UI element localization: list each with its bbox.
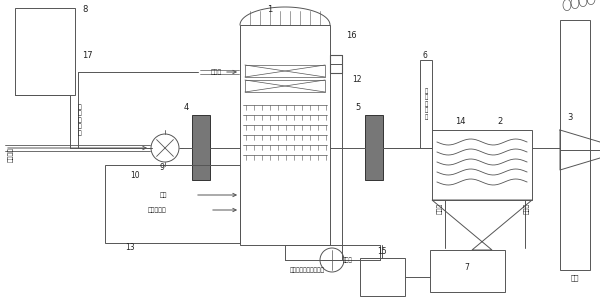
Text: 高
温
除
盐
水: 高 温 除 盐 水 [78,104,82,136]
Text: 10: 10 [130,170,140,179]
Bar [245,65,325,77]
Bar [245,80,325,92]
Text: 13: 13 [125,243,135,252]
Bar [432,130,532,200]
Text: 6: 6 [422,51,427,60]
Text: 16: 16 [346,30,356,39]
Text: 空气: 空气 [160,192,167,198]
Text: 12: 12 [352,76,361,85]
Text: 15: 15 [377,248,387,257]
Text: 除盐水: 除盐水 [524,202,530,213]
Text: 拟冷凝器取热后脱盐水: 拟冷凝器取热后脱盐水 [290,267,325,273]
Text: 4: 4 [184,103,188,112]
Text: 7: 7 [464,263,469,272]
Bar [560,20,590,270]
Text: 锅炉烟气: 锅炉烟气 [8,147,14,162]
Text: 净化水: 净化水 [437,202,443,213]
Text: 烟囱: 烟囱 [571,275,579,281]
Text: 低
温
储
盐
水: 低 温 储 盐 水 [424,88,428,120]
Bar [430,250,505,292]
Bar [105,165,240,243]
Text: 3: 3 [568,114,572,123]
Bar [15,8,75,95]
Text: 14: 14 [455,118,465,126]
Bar [330,55,342,73]
Text: 2: 2 [497,118,503,126]
Bar [240,25,330,245]
Text: 5: 5 [355,103,361,112]
Bar [420,60,432,148]
Text: 1: 1 [268,5,272,14]
Text: 循环泵: 循环泵 [343,257,353,263]
Text: 17: 17 [82,51,92,60]
Text: 8: 8 [82,5,88,14]
Bar [192,115,210,180]
Text: 9: 9 [160,164,164,173]
Text: 石灰石浆液: 石灰石浆液 [148,207,167,213]
Text: 工艺水: 工艺水 [211,69,222,75]
Bar [365,115,383,180]
Bar [360,258,405,296]
